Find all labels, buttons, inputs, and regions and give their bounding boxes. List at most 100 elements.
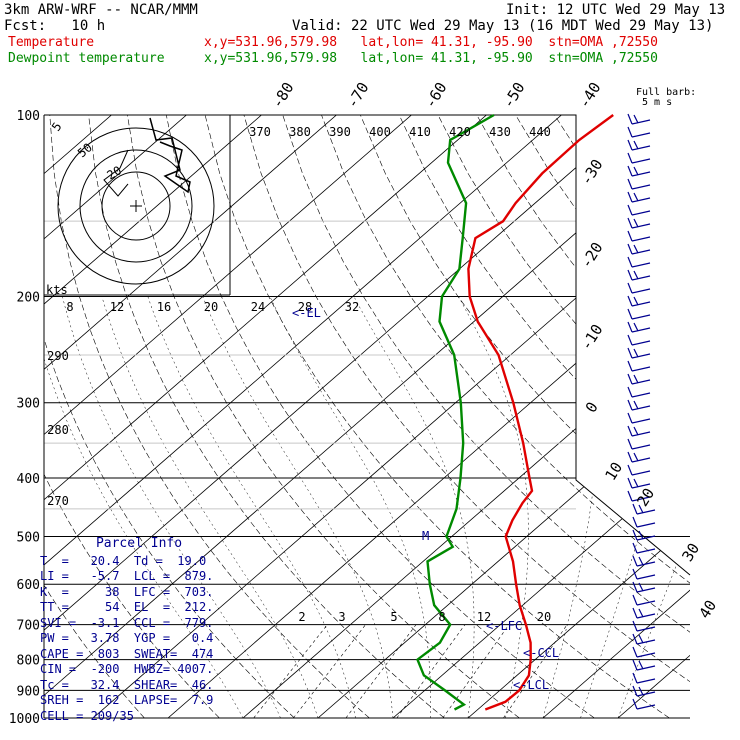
hodograph-ring bbox=[79, 149, 193, 263]
wind-barb-flag bbox=[633, 192, 639, 202]
level-marker: <-EL bbox=[292, 306, 321, 320]
forecast-hour: Fcst: 10 h bbox=[4, 18, 106, 34]
parcel-row: K = 38 LFC = 703. bbox=[40, 584, 214, 599]
pressure-tick-label: 400 bbox=[17, 472, 40, 487]
mixing-ratio-label: 8 bbox=[438, 610, 445, 624]
wind-barb bbox=[631, 366, 651, 372]
isotherm-line bbox=[467, 115, 690, 718]
isotherm-line bbox=[44, 115, 187, 718]
theta-label-left: 270 bbox=[47, 494, 69, 508]
parcel-row: Tc = 32.4 SHEAR= 46. bbox=[40, 677, 214, 692]
dewpoint-location: x,y=531.96,579.98 lat,lon= 41.31, -95.90… bbox=[204, 51, 658, 66]
moist-adiabat bbox=[269, 296, 431, 718]
isotherm-label: -20 bbox=[577, 239, 607, 272]
isotherm-line bbox=[44, 115, 337, 718]
isotherm-line bbox=[44, 115, 487, 718]
isotherm-label: -30 bbox=[577, 156, 607, 189]
wind-barb-flag bbox=[638, 660, 644, 670]
wind-barb bbox=[631, 236, 651, 242]
level-marker: <-CCL bbox=[523, 646, 559, 660]
isotherm-line bbox=[44, 115, 637, 718]
wind-barb bbox=[636, 587, 656, 593]
hodograph-speed-tick: 20 bbox=[204, 300, 218, 314]
wind-barb bbox=[631, 470, 651, 476]
hodograph-axis-label: kts bbox=[46, 283, 68, 297]
hodograph-speed-tick: 16 bbox=[157, 300, 171, 314]
wind-barb bbox=[631, 327, 651, 333]
theta-label: 420 bbox=[449, 125, 471, 139]
wind-barb bbox=[631, 275, 651, 281]
theta-label: 430 bbox=[489, 125, 511, 139]
wind-barb-flag bbox=[627, 152, 633, 164]
wind-barb-flag bbox=[627, 230, 633, 242]
wind-barb-flag bbox=[627, 308, 633, 320]
wind-barb-flag bbox=[627, 399, 633, 411]
wind-barb-flag bbox=[638, 634, 644, 644]
wind-barb-flag bbox=[633, 270, 639, 280]
wind-barb-flag bbox=[633, 400, 639, 410]
profile-series: <-EL <-LFC<-CCL <-LCL M bbox=[292, 113, 614, 711]
wind-barb-flag bbox=[633, 374, 639, 384]
barb-scale-label: Full barb: bbox=[636, 87, 696, 98]
wind-barb bbox=[631, 158, 651, 164]
valid-time: Valid: 22 UTC Wed 29 May 13 (16 MDT Wed … bbox=[292, 18, 714, 34]
isotherm-label: -60 bbox=[421, 79, 451, 112]
hodograph-speed-tick: 28 bbox=[298, 300, 312, 314]
wind-barb bbox=[631, 340, 651, 346]
isotherm-line bbox=[542, 115, 690, 718]
wind-barb-flag bbox=[627, 373, 633, 385]
wind-barb-flag bbox=[627, 451, 633, 463]
wind-barb-flag bbox=[638, 530, 644, 540]
theta-label: 390 bbox=[329, 125, 351, 139]
wind-barb bbox=[631, 210, 651, 216]
theta-label-left: 280 bbox=[47, 423, 69, 437]
wind-barb bbox=[631, 223, 651, 229]
wind-barb bbox=[631, 379, 651, 385]
plot-frame bbox=[44, 114, 691, 576]
dry-adiabat bbox=[282, 115, 690, 718]
mixing-ratio-label: 2 bbox=[298, 610, 305, 624]
isotherm-label: 10 bbox=[601, 459, 626, 484]
wind-barb bbox=[636, 613, 656, 619]
pressure-tick-label: 700 bbox=[17, 619, 40, 634]
wind-barb-flag bbox=[632, 516, 638, 528]
moist-adiabat bbox=[44, 296, 244, 718]
theta-label: 410 bbox=[409, 125, 431, 139]
wind-barb bbox=[631, 392, 651, 398]
parcel-info-rows: T = 20.4 Td = 19.0 LI = -5.7 LCL = 879. … bbox=[40, 554, 238, 725]
parcel-info-title: Parcel Info bbox=[95, 536, 183, 551]
wind-barb-flag bbox=[627, 217, 633, 229]
wind-barb bbox=[631, 353, 651, 359]
model-title: 3km ARW-WRF -- NCAR/MMM bbox=[4, 2, 198, 18]
isotherm-label: 30 bbox=[678, 540, 703, 565]
wind-barbs: Full barb:5 m s bbox=[627, 87, 696, 710]
parcel-row: PW = 3.78 YGP = 0.4 bbox=[40, 631, 214, 645]
hodograph-inner bbox=[103, 149, 129, 197]
wind-barb-flag bbox=[627, 464, 633, 476]
wind-barb bbox=[631, 444, 651, 450]
wind-barb-flag bbox=[627, 412, 633, 424]
wind-barb bbox=[631, 483, 651, 489]
wind-barb bbox=[631, 314, 651, 320]
wind-barb-flag bbox=[632, 581, 638, 593]
wind-barb-flag bbox=[633, 348, 639, 358]
isotherm-line bbox=[317, 115, 690, 718]
wind-barb-flag bbox=[638, 608, 644, 618]
wind-barb-flag bbox=[627, 204, 633, 216]
init-time: Init: 12 UTC Wed 29 May 13 bbox=[506, 2, 726, 18]
wind-barb bbox=[631, 132, 651, 138]
wind-barb-flag bbox=[633, 244, 639, 254]
mixing-ratio-label: 3 bbox=[338, 610, 345, 624]
wind-barb bbox=[636, 509, 656, 515]
wind-barb bbox=[636, 626, 656, 632]
isotherm-label: -40 bbox=[575, 79, 605, 112]
wind-barb-flag bbox=[632, 672, 638, 684]
hodograph-ring-label: 50 bbox=[75, 140, 95, 160]
wind-barb bbox=[631, 249, 651, 255]
moist-adiabat bbox=[353, 296, 475, 718]
mixing-ratio-label: 20 bbox=[537, 610, 551, 624]
hodograph-ring-label: 20 bbox=[105, 163, 125, 182]
isotherm-label: 20 bbox=[633, 485, 658, 510]
parcel-row: SREH = 162 LAPSE= 7.9 bbox=[40, 693, 214, 707]
isotherm-line bbox=[693, 115, 740, 718]
